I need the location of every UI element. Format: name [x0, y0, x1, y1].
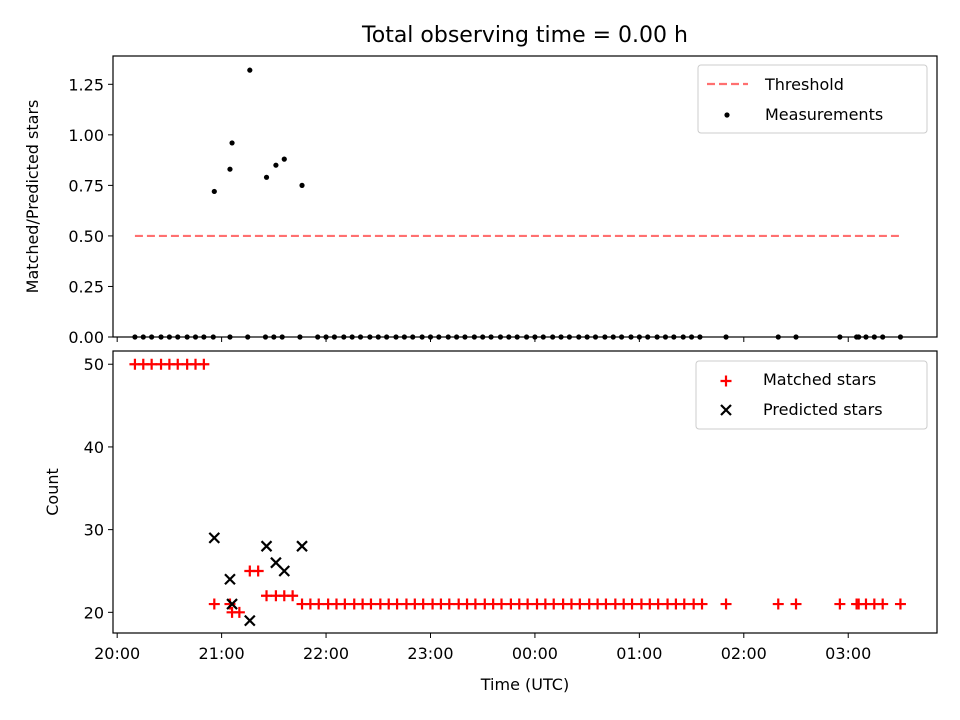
- matched-star-point: [678, 598, 690, 610]
- measurement-point: [263, 174, 270, 180]
- matched-star-point: [600, 598, 612, 610]
- x-axis-label: Time (UTC): [480, 675, 569, 694]
- matched-star-point: [172, 358, 184, 370]
- top-axes-frame: [112, 55, 938, 338]
- matched-star-point: [894, 598, 906, 610]
- top-y-tick-label: 0.00: [68, 328, 104, 347]
- bottom-legend: Matched stars Predicted stars: [695, 360, 928, 430]
- chart-title: Total observing time = 0.00 h: [361, 23, 688, 48]
- legend-predicted-swatch: [720, 404, 732, 416]
- matched-star-point: [313, 598, 325, 610]
- bottom-x-tick-label: 03:00: [825, 644, 871, 663]
- matched-star-point: [720, 598, 732, 610]
- matched-star-point: [198, 358, 210, 370]
- matched-star-point: [252, 565, 264, 577]
- legend-measurements-swatch: [724, 112, 730, 118]
- matched-star-point: [652, 598, 664, 610]
- matched-star-point: [417, 598, 429, 610]
- bottom-y-tick-label: 50: [84, 355, 104, 374]
- predicted-star-point: [226, 598, 238, 610]
- measurement-point: [227, 166, 233, 172]
- measurement-point: [247, 67, 253, 73]
- bottom-x-tick-label: 22:00: [303, 644, 349, 663]
- bottom-y-tick-label: 40: [84, 438, 104, 457]
- top-y-tick-label: 0.25: [68, 277, 104, 296]
- matched-star-point: [522, 598, 534, 610]
- matched-star-point: [469, 598, 481, 610]
- top-y-tick-label: 0.50: [68, 227, 104, 246]
- bottom-x-tick-label: 02:00: [721, 644, 767, 663]
- bottom-axes-frame: [112, 350, 938, 634]
- bottom-y-tick-label: 20: [84, 603, 104, 622]
- predicted-star-point: [244, 614, 256, 627]
- measurement-point: [211, 188, 217, 195]
- predicted-star-point: [208, 532, 221, 544]
- matched-star-point: [146, 358, 158, 370]
- top-panel: 0.00 0.25 0.50 0.75 1.00 1.25 Matched/Predicte…: [23, 55, 938, 347]
- predicted-star-point: [278, 565, 291, 577]
- legend-matched-swatch: [720, 375, 732, 387]
- bottom-panel: 20 30 40 50 20:00 21:00 22:00 23:00 00:00 01:00 02…: [43, 350, 938, 694]
- matched-star-point: [443, 598, 455, 610]
- bottom-y-tick-label: 30: [84, 521, 104, 540]
- matched-star-point: [339, 598, 351, 610]
- top-y-tick-label: 1.00: [68, 126, 104, 145]
- predicted-star-point: [224, 573, 236, 586]
- matched-star-point: [365, 598, 377, 610]
- bottom-y-axis-label: Count: [43, 468, 62, 516]
- predicted-star-point: [260, 540, 273, 552]
- legend-matched-label: Matched stars: [763, 370, 876, 389]
- matched-star-point: [233, 606, 245, 618]
- bottom-x-tick-label: 23:00: [407, 644, 453, 663]
- top-y-tick-label: 0.75: [68, 176, 104, 195]
- measurement-point: [229, 140, 235, 146]
- matched-star-point: [287, 590, 299, 602]
- matched-star-point: [574, 598, 586, 610]
- matched-star-point: [877, 598, 889, 610]
- bottom-x-tick-label: 00:00: [512, 644, 558, 663]
- matched-star-point: [224, 598, 236, 610]
- top-legend-box: [697, 64, 928, 134]
- top-y-axis-label: Matched/Predicted stars: [23, 100, 42, 294]
- matched-star-point: [834, 598, 846, 610]
- bottom-x-tick-label: 01:00: [616, 644, 662, 663]
- matched-star-point: [696, 598, 708, 610]
- bottom-legend-box: [695, 360, 928, 430]
- top-legend: Threshold Measurements: [697, 64, 928, 134]
- matched-star-point: [391, 598, 403, 610]
- predicted-star-point: [296, 540, 308, 552]
- legend-predicted-label: Predicted stars: [763, 400, 883, 419]
- matched-star-point: [548, 598, 560, 610]
- matched-star-point: [208, 598, 220, 610]
- legend-threshold-label: Threshold: [764, 75, 844, 94]
- top-y-tick-label: 1.25: [68, 75, 104, 94]
- measurement-point: [281, 156, 287, 162]
- legend-measurements-label: Measurements: [765, 105, 883, 124]
- matched-star-point: [772, 598, 784, 610]
- bottom-x-tick-label: 21:00: [199, 644, 245, 663]
- matched-star-point: [496, 598, 508, 610]
- measurement-point: [299, 182, 305, 188]
- matched-star-point: [790, 598, 802, 610]
- bottom-x-tick-label: 20:00: [94, 644, 140, 663]
- matched-star-point: [261, 590, 273, 602]
- measurement-point: [273, 162, 279, 168]
- matched-star-point: [626, 598, 638, 610]
